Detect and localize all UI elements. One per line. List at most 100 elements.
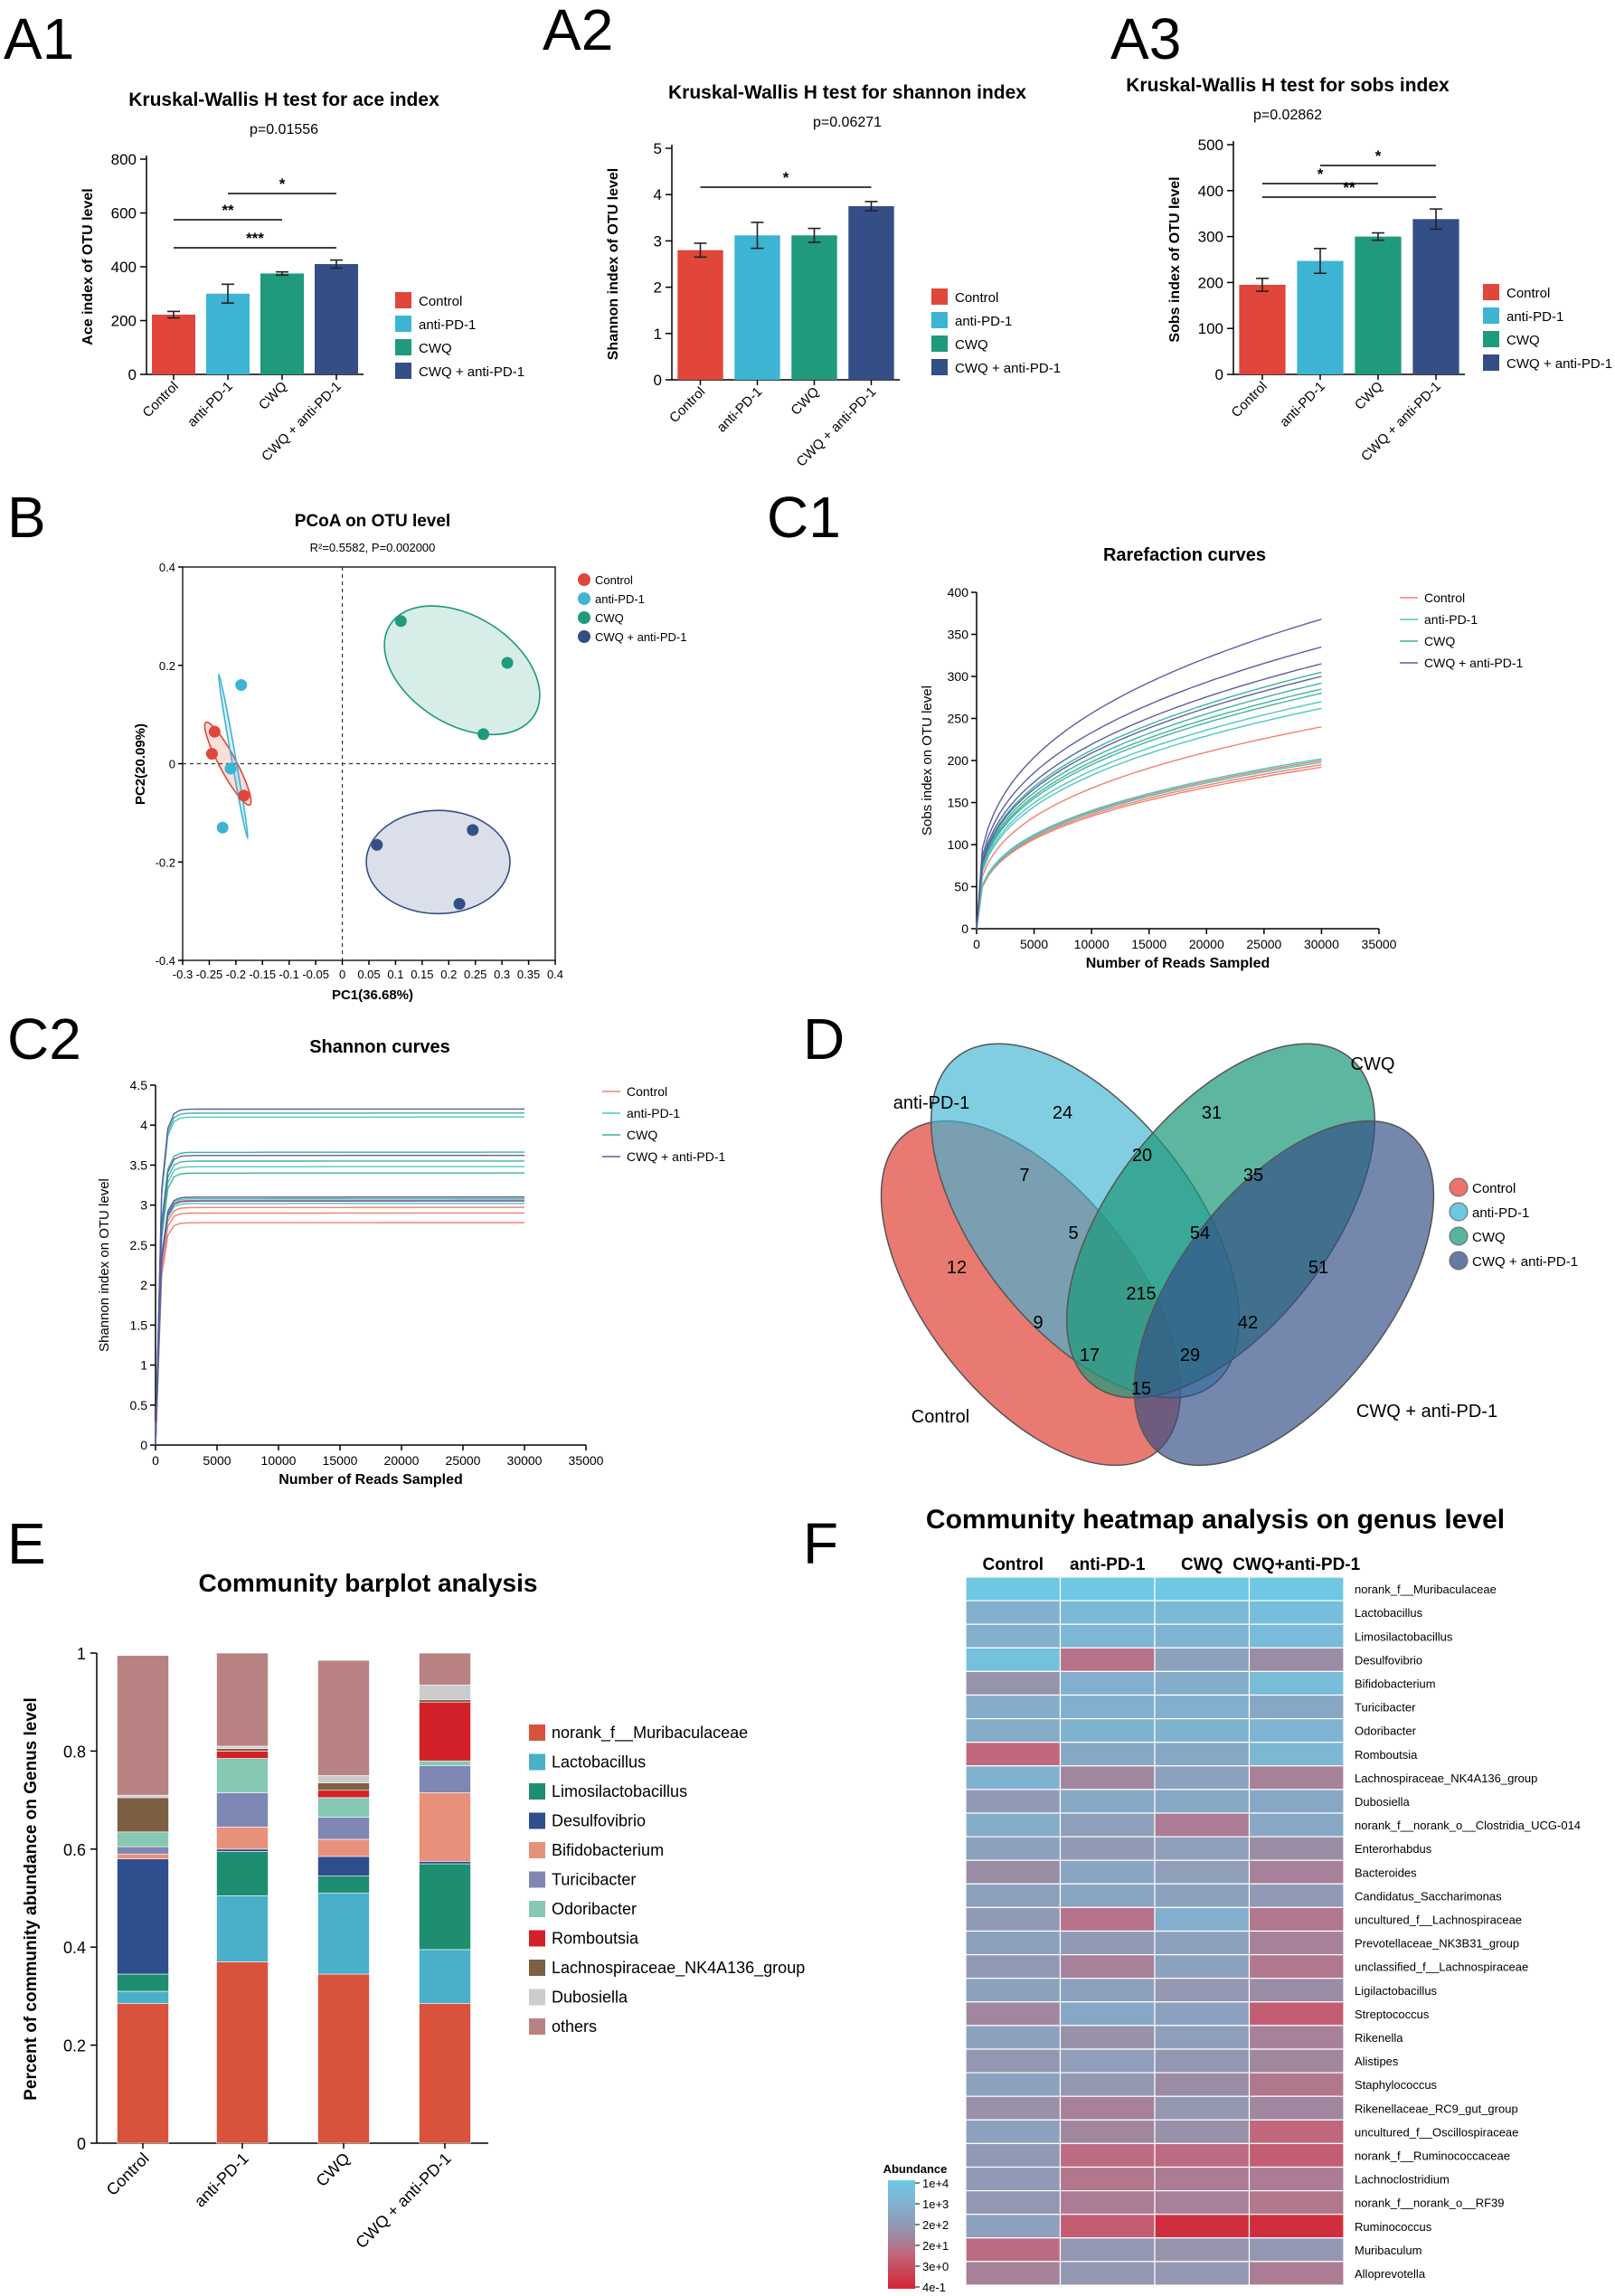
panel-label-e: E: [7, 1511, 46, 1576]
venn-count-control_only: 12: [947, 1258, 967, 1278]
y-tick-label: 100: [1198, 320, 1223, 337]
y-tick-label: 1: [654, 326, 662, 343]
y-tick-label: 300: [1198, 229, 1223, 246]
legend-swatch-2: [529, 1783, 545, 1800]
curve-2: [976, 682, 1322, 930]
heatmap-cell: [1248, 1647, 1345, 1673]
bar-2: [791, 235, 837, 380]
column-header: CWQ+anti-PD-1: [1232, 1555, 1360, 1574]
heatmap-cell: [1248, 2025, 1345, 2050]
heatmap-cell: [1248, 2095, 1345, 2121]
legend-marker-3: [1449, 1251, 1469, 1271]
legend-swatch-0: [395, 292, 411, 308]
legend-label: Lachnospiraceae_NK4A136_group: [552, 1959, 805, 1978]
panel-label-c2: C2: [7, 1006, 81, 1072]
x-tick-label: 5000: [1020, 937, 1048, 951]
heatmap-cell: [1248, 1883, 1345, 1909]
y-tick-label: 350: [948, 628, 969, 642]
column-header: Control: [982, 1555, 1044, 1574]
curve-1: [976, 701, 1322, 930]
y-tick-label: 0.6: [63, 1841, 86, 1859]
x-tick-label: anti-PD-1: [1277, 379, 1328, 430]
legend-label: Control: [595, 573, 633, 587]
stack-segment-7: [317, 1790, 370, 1799]
chart-title: Kruskal-Wallis H test for shannon index: [668, 82, 1026, 103]
heatmap-cell: [1248, 1717, 1345, 1743]
heatmap-cell: [965, 1789, 1062, 1814]
venn-count-control_cwq: 9: [1033, 1313, 1043, 1333]
colorbar: [888, 2180, 915, 2289]
stack-segment-10: [117, 1655, 169, 1796]
y-axis-label: Percent of community abundance on Genus …: [22, 1697, 41, 2101]
legend-label: anti-PD-1: [1472, 1205, 1529, 1221]
y-tick-label: 0: [169, 758, 175, 771]
stack-segment-0: [317, 1973, 370, 2144]
venn-count-control_anti_combo: 29: [1180, 1346, 1200, 1365]
venn-count-control_anti: 7: [1019, 1166, 1029, 1186]
curve-2: [976, 692, 1322, 930]
y-tick-label: 500: [1198, 137, 1223, 154]
heatmap-cell: [1059, 1906, 1156, 1932]
heatmap-cell: [1248, 2048, 1345, 2074]
y-axis-label: Ace index of OTU level: [80, 188, 96, 345]
curve-2: [976, 671, 1322, 930]
stack-segment-1: [117, 1990, 169, 2004]
row-label: Lactobacillus: [1355, 1606, 1423, 1620]
curve-3: [155, 1108, 525, 1446]
heatmap-cell: [1154, 1576, 1251, 1602]
heatmap-cell: [1248, 1906, 1345, 1932]
heatmap-cell: [965, 2237, 1062, 2263]
curve-1: [155, 1197, 524, 1446]
y-tick-label: 1: [140, 1358, 147, 1373]
stack-segment-2: [317, 1876, 370, 1894]
heatmap-cell: [1248, 1930, 1345, 1956]
heatmap-cell: [1154, 1742, 1251, 1767]
stack-segment-1: [216, 1894, 269, 1962]
heatmap-cell: [1248, 1859, 1345, 1885]
heatmap-cell: [1248, 1765, 1345, 1791]
row-label: Dubosiella: [1355, 1795, 1410, 1809]
heatmap-cell: [1154, 2025, 1251, 2050]
legend-swatch-1: [529, 1753, 545, 1771]
curve-1: [155, 1203, 524, 1446]
y-tick-label: 2.5: [130, 1238, 148, 1252]
heatmap-cell: [1154, 2142, 1251, 2168]
legend-label: CWQ + anti-PD-1: [595, 630, 687, 644]
x-tick-label: 0.15: [411, 968, 433, 981]
heatmap-cell: [1248, 2214, 1345, 2239]
heatmap-cell: [1059, 1930, 1156, 1956]
curve-0: [155, 1206, 524, 1446]
legend-swatch-1: [395, 316, 411, 332]
legend-swatch-3: [529, 1812, 545, 1829]
curve-1: [976, 758, 1322, 930]
heatmap-cell: [965, 1978, 1062, 2003]
heatmap-cell: [1154, 1906, 1251, 1932]
curve-2: [155, 1160, 524, 1446]
venn-count-control_anti_cwq: 5: [1068, 1224, 1078, 1243]
heatmap-cell: [965, 1694, 1062, 1720]
curve-2: [155, 1112, 524, 1446]
curve-1: [976, 761, 1322, 930]
stack-segment-3: [117, 1858, 169, 1975]
column-header: CWQ: [1181, 1555, 1223, 1574]
confidence-ellipse-2: [383, 605, 541, 736]
x-tick-label: 10000: [261, 1453, 297, 1468]
x-tick-label: anti-PD-1: [714, 384, 766, 436]
heatmap-cell: [965, 1600, 1062, 1625]
y-tick-label: 2: [654, 279, 662, 297]
legend-label: CWQ + anti-PD-1: [627, 1149, 726, 1164]
y-tick-label: -0.2: [156, 855, 175, 869]
x-tick-label: CWQ: [788, 384, 822, 419]
stack-segment-1: [419, 1949, 471, 2004]
x-tick-label: 0.25: [464, 968, 486, 981]
venn-count-anti_cwq: 20: [1132, 1146, 1152, 1166]
legend-label: CWQ: [627, 1128, 657, 1142]
x-tick-label: 0.1: [387, 968, 403, 981]
curve-3: [155, 1200, 524, 1446]
row-label: uncultured_f__Oscillospiraceae: [1355, 2125, 1518, 2139]
x-tick-label: -0.25: [196, 968, 223, 981]
row-label: Ligilactobacillus: [1355, 1984, 1438, 1998]
heatmap-cell: [965, 1670, 1062, 1696]
heatmap-cell: [1154, 2095, 1251, 2121]
